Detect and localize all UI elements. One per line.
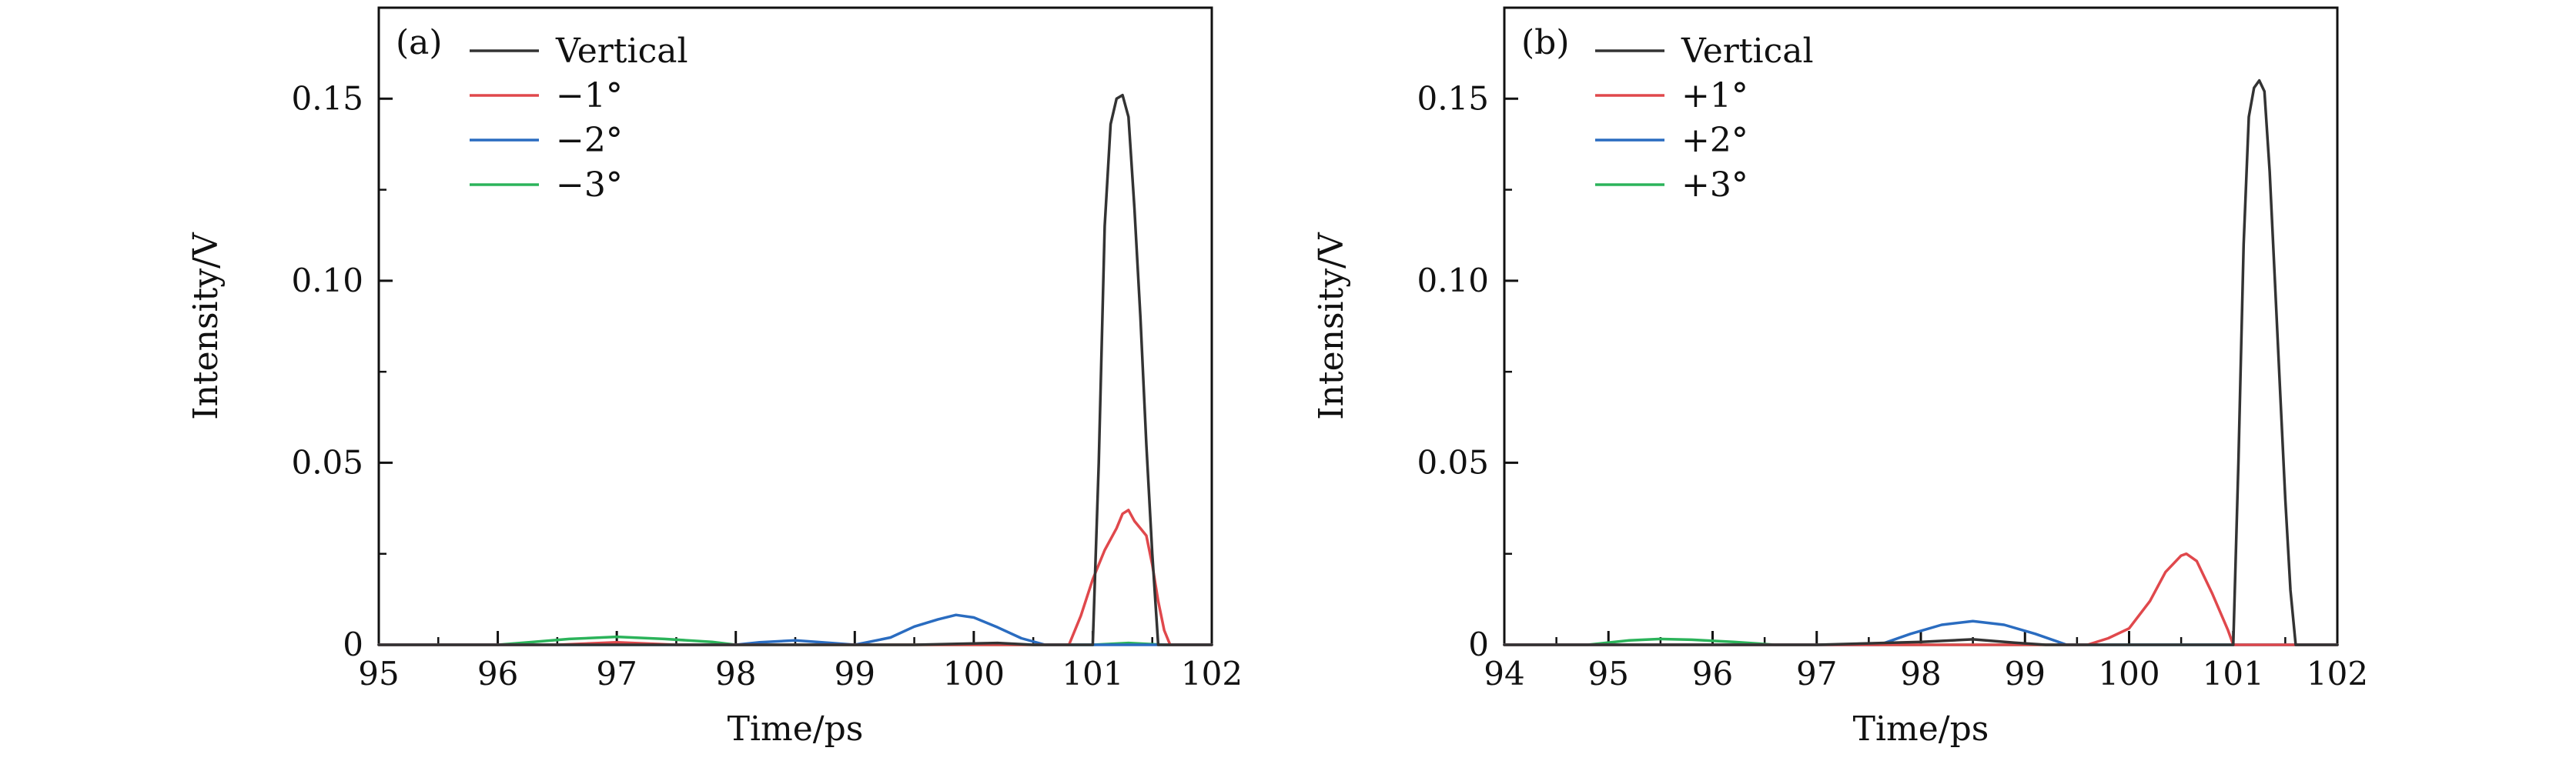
x-tick-label-b-1: 95 xyxy=(1588,655,1629,693)
x-tick-label-a-3: 98 xyxy=(715,655,756,693)
legend-entry-plus-2: +2° xyxy=(1595,121,1748,160)
legend-entry-plus-3: +3° xyxy=(1595,165,1748,205)
ticks-a: 95 96 97 98 99 100 101 102 0 0.05 0.10 0.15 xyxy=(291,6,1243,693)
y-tick-label-b-2: 0.10 xyxy=(1417,262,1489,299)
panel-label-a: (a) xyxy=(396,23,443,62)
legend-entry-minus-1: −1° xyxy=(470,76,623,115)
ticks-b: 94 95 96 97 98 99 100 101 102 0 0.05 0.10 0.15 xyxy=(1417,6,2368,693)
y-tick-label-a-2: 0.10 xyxy=(291,262,363,299)
legend-label-minus-3: −3° xyxy=(556,165,623,205)
x-tick-label-b-2: 96 xyxy=(1692,655,1733,693)
series-line-vertical xyxy=(377,93,1213,646)
series-line-plus-1 xyxy=(1503,552,2339,646)
x-axis-title-b: Time/ps xyxy=(1853,709,1989,749)
series-line-vertical xyxy=(1503,78,2339,646)
x-tick-label-a-4: 99 xyxy=(835,655,875,693)
y-tick-label-b-1: 0.05 xyxy=(1417,443,1489,481)
x-tick-label-a-0: 95 xyxy=(358,655,399,693)
plot-frame-a xyxy=(377,6,1213,646)
x-tick-label-b-0: 94 xyxy=(1484,655,1524,693)
legend-b: Vertical +1° +2° +3° xyxy=(1595,32,1814,205)
legend-a: Vertical −1° −2° −3° xyxy=(470,32,688,205)
legend-label-minus-2: −2° xyxy=(556,121,623,160)
x-tick-label-a-1: 96 xyxy=(477,655,518,693)
series-line-minus-2 xyxy=(377,613,1213,646)
legend-label-plus-3: +3° xyxy=(1681,165,1748,205)
y-tick-label-b-0: 0 xyxy=(1468,626,1489,663)
series-line-minus-1 xyxy=(377,509,1213,646)
series-line-minus-3 xyxy=(377,635,1213,646)
legend-entry-minus-2: −2° xyxy=(470,121,623,160)
x-axis-title-a: Time/ps xyxy=(728,709,864,749)
x-tick-label-a-2: 97 xyxy=(596,655,637,693)
panel-a: 95 96 97 98 99 100 101 102 0 0.05 0.10 0.15 (a) Tim… xyxy=(186,6,1243,749)
legend-label-plus-1: +1° xyxy=(1681,76,1748,115)
legend-label-vertical: Vertical xyxy=(555,32,688,71)
y-tick-label-a-0: 0 xyxy=(343,626,363,663)
x-tick-label-b-5: 99 xyxy=(2005,655,2046,693)
legend-entry-minus-3: −3° xyxy=(470,165,623,205)
series-line-plus-2 xyxy=(1503,619,2339,646)
x-tick-label-b-3: 97 xyxy=(1796,655,1837,693)
x-tick-label-b-6: 100 xyxy=(2098,655,2159,693)
legend-label-plus-2: +2° xyxy=(1681,121,1748,160)
y-tick-label-a-1: 0.05 xyxy=(291,443,363,481)
x-tick-label-b-4: 98 xyxy=(1900,655,1941,693)
panel-label-b: (b) xyxy=(1521,23,1570,62)
x-tick-label-a-6: 101 xyxy=(1062,655,1123,693)
legend-entry-vertical: Vertical xyxy=(1595,32,1814,71)
series-layer-a xyxy=(377,93,1213,646)
x-tick-label-a-7: 102 xyxy=(1181,655,1243,693)
legend-entry-plus-1: +1° xyxy=(1595,76,1748,115)
x-tick-label-b-8: 102 xyxy=(2307,655,2368,693)
series-layer-b xyxy=(1503,78,2339,646)
y-axis-title-b: Intensity/V xyxy=(1312,232,1351,420)
y-axis-title-a: Intensity/V xyxy=(186,232,226,420)
x-tick-label-a-5: 100 xyxy=(943,655,1005,693)
panel-b: 94 95 96 97 98 99 100 101 102 0 0.05 0.10 0.15 (b) T… xyxy=(1312,6,2368,749)
y-tick-label-a-3: 0.15 xyxy=(291,79,363,117)
plot-frame-b xyxy=(1503,6,2339,646)
x-tick-label-b-7: 101 xyxy=(2203,655,2264,693)
legend-label-minus-1: −1° xyxy=(556,76,623,115)
legend-label-vertical: Vertical xyxy=(1681,32,1814,71)
y-tick-label-b-3: 0.15 xyxy=(1417,79,1489,117)
legend-entry-vertical: Vertical xyxy=(470,32,688,71)
